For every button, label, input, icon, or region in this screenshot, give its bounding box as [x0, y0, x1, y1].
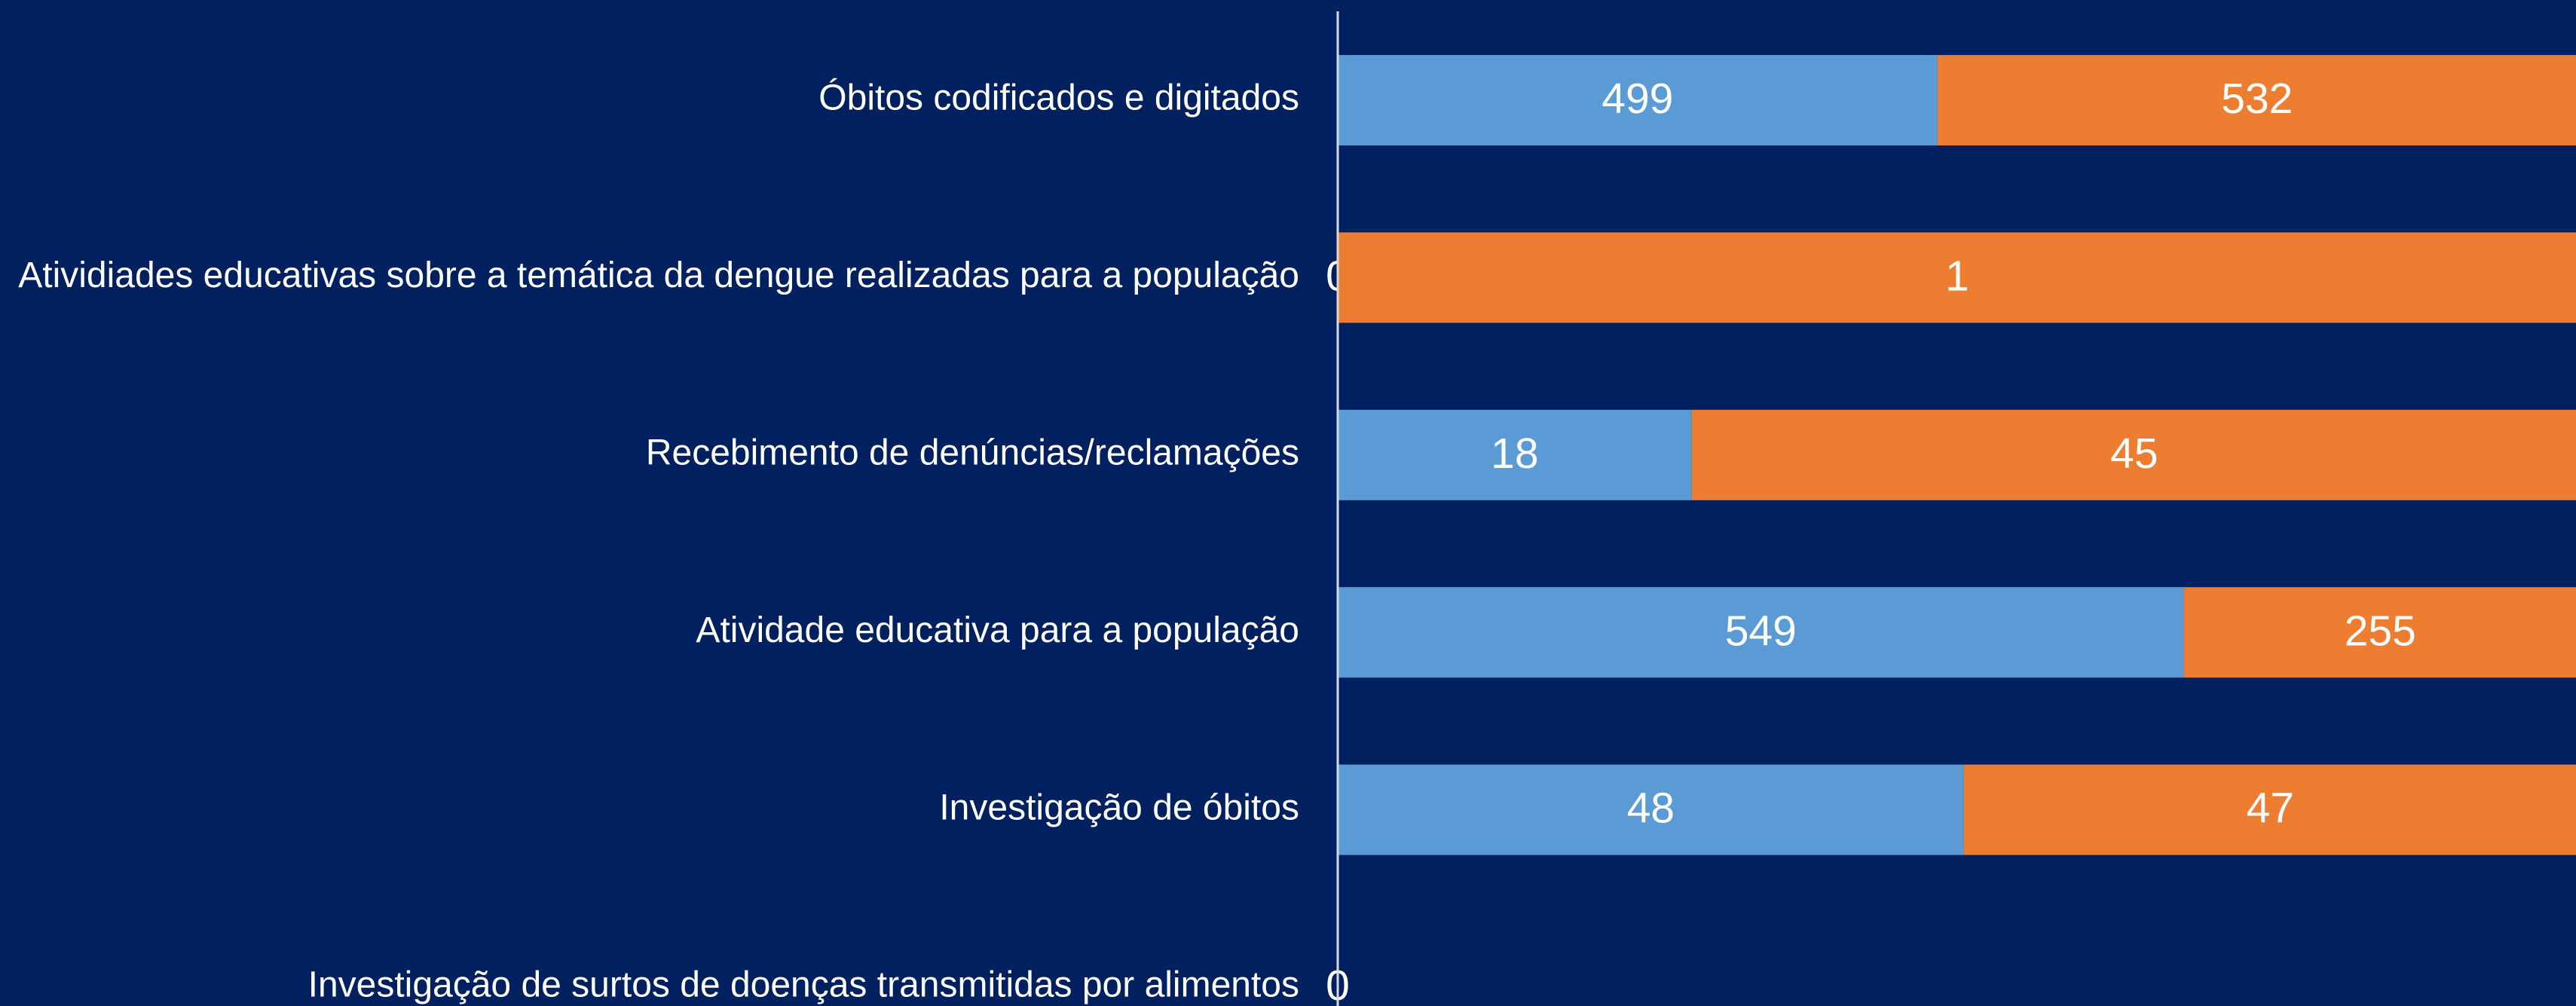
bar-segment — [2183, 587, 2576, 678]
bar-segment — [1963, 764, 2576, 855]
data-label: 1 — [1945, 252, 1969, 300]
bar-segment — [1691, 409, 2576, 500]
data-label: 18 — [1491, 430, 1538, 478]
y-tick-label: Atividiades educativas sobre a temática … — [18, 255, 1299, 295]
y-tick-label: Investigação de surtos de doenças transm… — [308, 965, 1299, 1005]
data-label: 549 — [1725, 607, 1797, 655]
bar-segment — [1338, 764, 1964, 855]
bar-segment — [1338, 55, 1938, 145]
y-tick-label: Atividade educativa para a população — [696, 610, 1299, 650]
data-label: 532 — [2221, 75, 2293, 123]
data-label: 47 — [2247, 784, 2294, 833]
y-tick-label: Óbitos codificados e digitados — [818, 78, 1299, 118]
y-tick-label: Recebimento de denúncias/reclamações — [646, 433, 1299, 472]
bar-segment — [1338, 409, 1692, 500]
bar-segment — [1338, 232, 2576, 323]
bar-segment — [1937, 55, 2576, 145]
data-label: 499 — [1602, 75, 1673, 123]
bar-segment — [1338, 587, 2184, 678]
y-tick-label: Investigação de óbitos — [939, 787, 1299, 827]
data-label: 45 — [2110, 430, 2158, 478]
data-label: 255 — [2345, 607, 2416, 655]
data-label: 48 — [1627, 784, 1675, 833]
